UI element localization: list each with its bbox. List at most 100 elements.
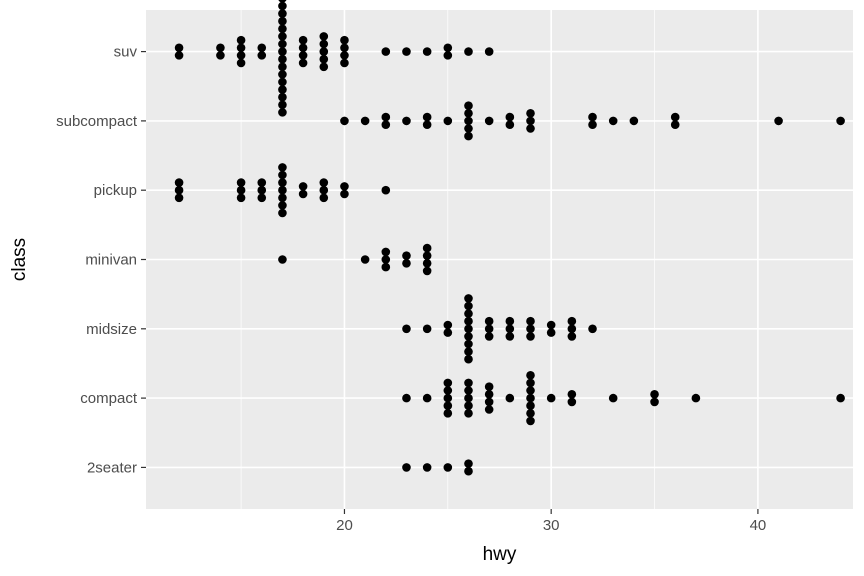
data-point [464,301,473,311]
data-point [257,43,267,53]
data-point [422,259,432,268]
data-point [278,70,287,79]
data-point [340,58,349,68]
data-point [526,378,535,388]
data-point [298,43,308,53]
data-point [298,58,308,68]
data-point [526,416,535,426]
y-tick-label: compact [80,390,138,407]
data-point [484,116,494,126]
data-point [381,247,391,257]
data-point [381,47,391,56]
data-point [319,178,329,187]
x-axis: 20 30 40 [336,509,766,534]
data-point [588,112,597,122]
data-point [360,116,370,126]
data-point [278,24,287,34]
data-point [298,189,308,199]
data-point [319,185,329,195]
data-point [567,390,577,399]
data-point [567,397,577,407]
data-point [236,43,246,53]
data-point [464,378,473,388]
data-point [443,51,453,60]
data-point [443,393,453,403]
data-point [526,316,535,326]
y-tick-label: subcompact [56,113,138,130]
data-point [257,185,267,195]
data-point [278,62,287,72]
data-point [402,259,411,268]
data-point [236,58,246,68]
y-tick-label: 2seater [87,459,137,476]
data-point [443,378,453,388]
data-point [443,463,453,472]
data-point [526,401,535,411]
data-point [319,193,329,203]
data-point [340,35,349,45]
data-point [464,309,473,318]
data-point [484,47,494,56]
data-point [340,182,349,191]
data-point [464,339,473,349]
y-tick-label: suv [114,44,138,61]
data-point [484,324,494,334]
data-point [422,324,432,334]
data-point [484,332,494,341]
data-point [464,108,473,118]
data-point [381,262,391,272]
data-point [422,112,432,122]
data-point [567,332,577,341]
data-point [278,1,287,11]
data-point [774,116,783,126]
data-point [278,163,287,172]
data-point [402,116,411,126]
data-point [505,393,515,403]
data-point [319,54,329,64]
data-point [402,463,411,472]
data-point [464,466,473,476]
data-point [526,386,535,395]
data-point [257,178,267,187]
data-point [278,178,287,187]
data-point [278,54,287,64]
data-point [278,193,287,203]
data-point [422,266,432,276]
data-point [402,47,411,56]
data-point [526,332,535,341]
data-point [836,116,845,126]
data-point [464,124,473,133]
data-point [381,185,391,195]
data-point [464,401,473,411]
data-point [526,371,535,380]
data-point [236,51,246,60]
data-point [298,35,308,45]
data-point [484,382,494,392]
data-point [278,201,287,210]
data-point [608,393,618,403]
data-point [670,120,680,129]
data-point [464,316,473,326]
data-point [174,43,184,53]
data-point [422,120,432,129]
data-point [464,116,473,126]
data-point [278,32,287,41]
data-point [402,393,411,403]
data-point [546,393,556,403]
data-point [298,51,308,60]
data-point [464,393,473,403]
data-point [381,112,391,122]
data-point [464,354,473,364]
data-point [567,324,577,334]
x-tick-label: 40 [750,517,767,534]
data-point [670,112,680,122]
data-point [484,397,494,407]
data-point [526,324,535,334]
data-point [278,0,287,3]
data-point [505,120,515,129]
data-point [526,116,535,126]
data-point [278,16,287,26]
data-point [836,393,845,403]
data-point [464,47,473,56]
